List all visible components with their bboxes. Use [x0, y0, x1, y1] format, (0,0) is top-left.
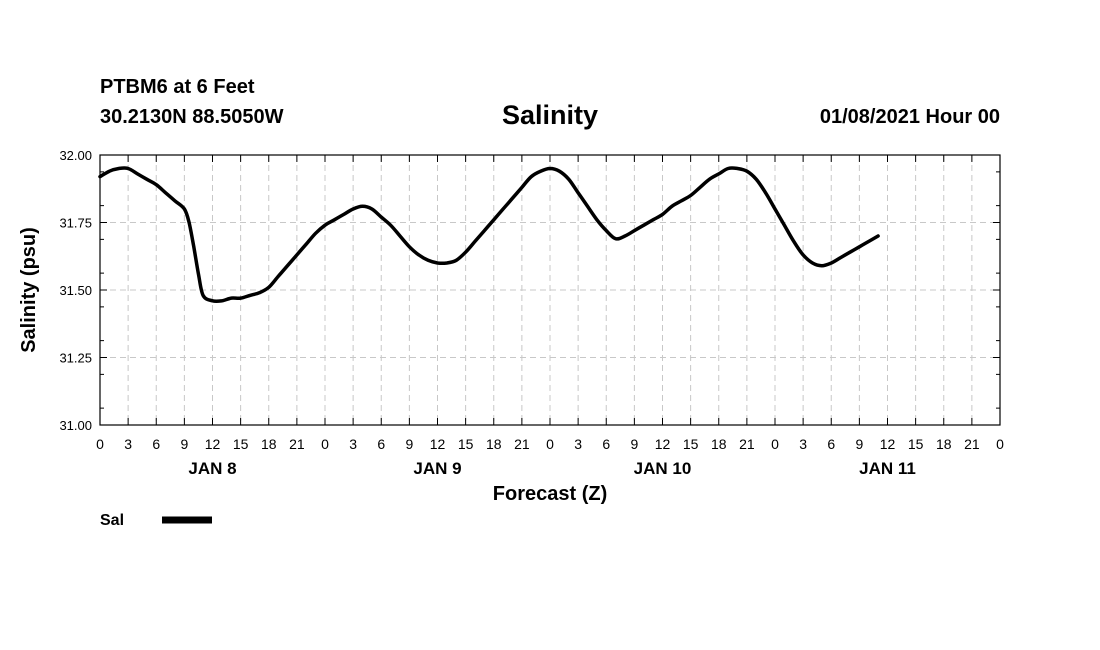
x-tick-label: 0 [96, 436, 104, 452]
x-tick-label: 6 [602, 436, 610, 452]
coordinates-label: 30.2130N 88.5050W [100, 106, 284, 128]
day-label: JAN 9 [413, 459, 461, 478]
x-tick-label: 18 [711, 436, 727, 452]
station-label: PTBM6 at 6 Feet [100, 76, 255, 98]
x-tick-label: 6 [377, 436, 385, 452]
axis-ticks [99, 154, 1001, 426]
x-tick-label: 12 [655, 436, 671, 452]
legend-label-sal: Sal [100, 512, 124, 529]
x-tick-label: 9 [405, 436, 413, 452]
x-tick-label: 3 [799, 436, 807, 452]
y-tick-label: 31.00 [59, 418, 92, 433]
x-axis-title: Forecast (Z) [493, 483, 607, 505]
x-axis-tick-labels: 0 3 6 9 12 15 18 21 0 3 6 9 12 15 18 21 0 3 6 9 12 15 18 21 0 3 6 9… [96, 436, 1004, 452]
y-axis-tick-labels: 31.00 31.25 31.50 31.75 32.00 [59, 148, 92, 433]
day-label: JAN 8 [188, 459, 236, 478]
x-tick-label: 12 [430, 436, 446, 452]
x-tick-label: 6 [827, 436, 835, 452]
x-tick-label: 21 [964, 436, 980, 452]
day-label: JAN 11 [859, 459, 916, 478]
x-tick-label: 12 [880, 436, 896, 452]
day-label: JAN 10 [634, 459, 692, 478]
x-tick-label: 0 [546, 436, 554, 452]
x-tick-label: 12 [205, 436, 221, 452]
x-tick-label: 21 [289, 436, 305, 452]
x-tick-label: 0 [771, 436, 779, 452]
x-tick-label: 18 [261, 436, 277, 452]
x-tick-label: 21 [514, 436, 530, 452]
x-tick-label: 15 [908, 436, 924, 452]
day-labels: JAN 8 JAN 9 JAN 10 JAN 11 [188, 459, 915, 478]
x-tick-label: 15 [458, 436, 474, 452]
series-line-sal [98, 166, 880, 304]
x-tick-label: 15 [233, 436, 249, 452]
chart-title: Salinity [501, 100, 599, 130]
x-tick-label: 21 [739, 436, 755, 452]
y-tick-label: 31.75 [59, 216, 92, 231]
x-tick-label: 3 [574, 436, 582, 452]
x-tick-label: 18 [486, 436, 502, 452]
x-tick-label: 0 [996, 436, 1004, 452]
x-tick-label: 9 [630, 436, 638, 452]
y-tick-label: 31.50 [59, 283, 92, 298]
x-tick-label: 9 [180, 436, 188, 452]
y-tick-label: 32.00 [59, 148, 92, 163]
forecast-datetime: 01/08/2021 Hour 00 [819, 106, 1000, 128]
x-tick-label: 15 [683, 436, 699, 452]
x-tick-label: 3 [349, 436, 357, 452]
x-tick-label: 0 [321, 436, 329, 452]
x-tick-label: 9 [855, 436, 863, 452]
x-tick-label: 6 [152, 436, 160, 452]
grid [100, 155, 1000, 425]
y-tick-label: 31.25 [59, 351, 92, 366]
y-axis-title: Salinity (psu) [18, 227, 40, 353]
x-tick-label: 18 [936, 436, 952, 452]
x-tick-label: 3 [124, 436, 132, 452]
legend: Sal [100, 512, 212, 529]
